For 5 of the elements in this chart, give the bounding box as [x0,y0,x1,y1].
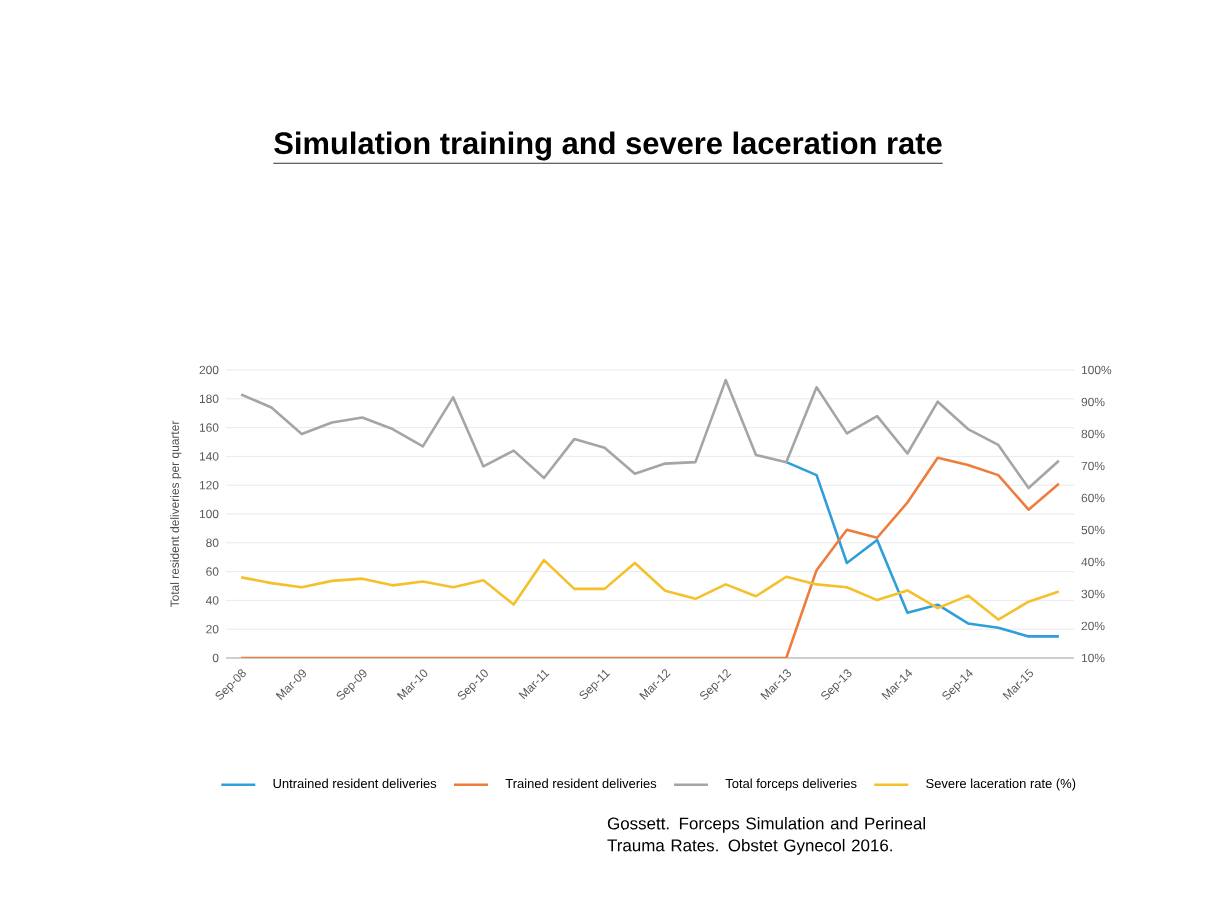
chart-title: Simulation training and severe laceration rate [274,131,942,161]
line-series [239,378,1061,490]
line-series [784,460,1061,638]
text: Gossett. Forceps Simulation and Perineal Trauma Rates. Obstet Gynecol 2016. [607,817,925,855]
line-series [239,558,1061,621]
